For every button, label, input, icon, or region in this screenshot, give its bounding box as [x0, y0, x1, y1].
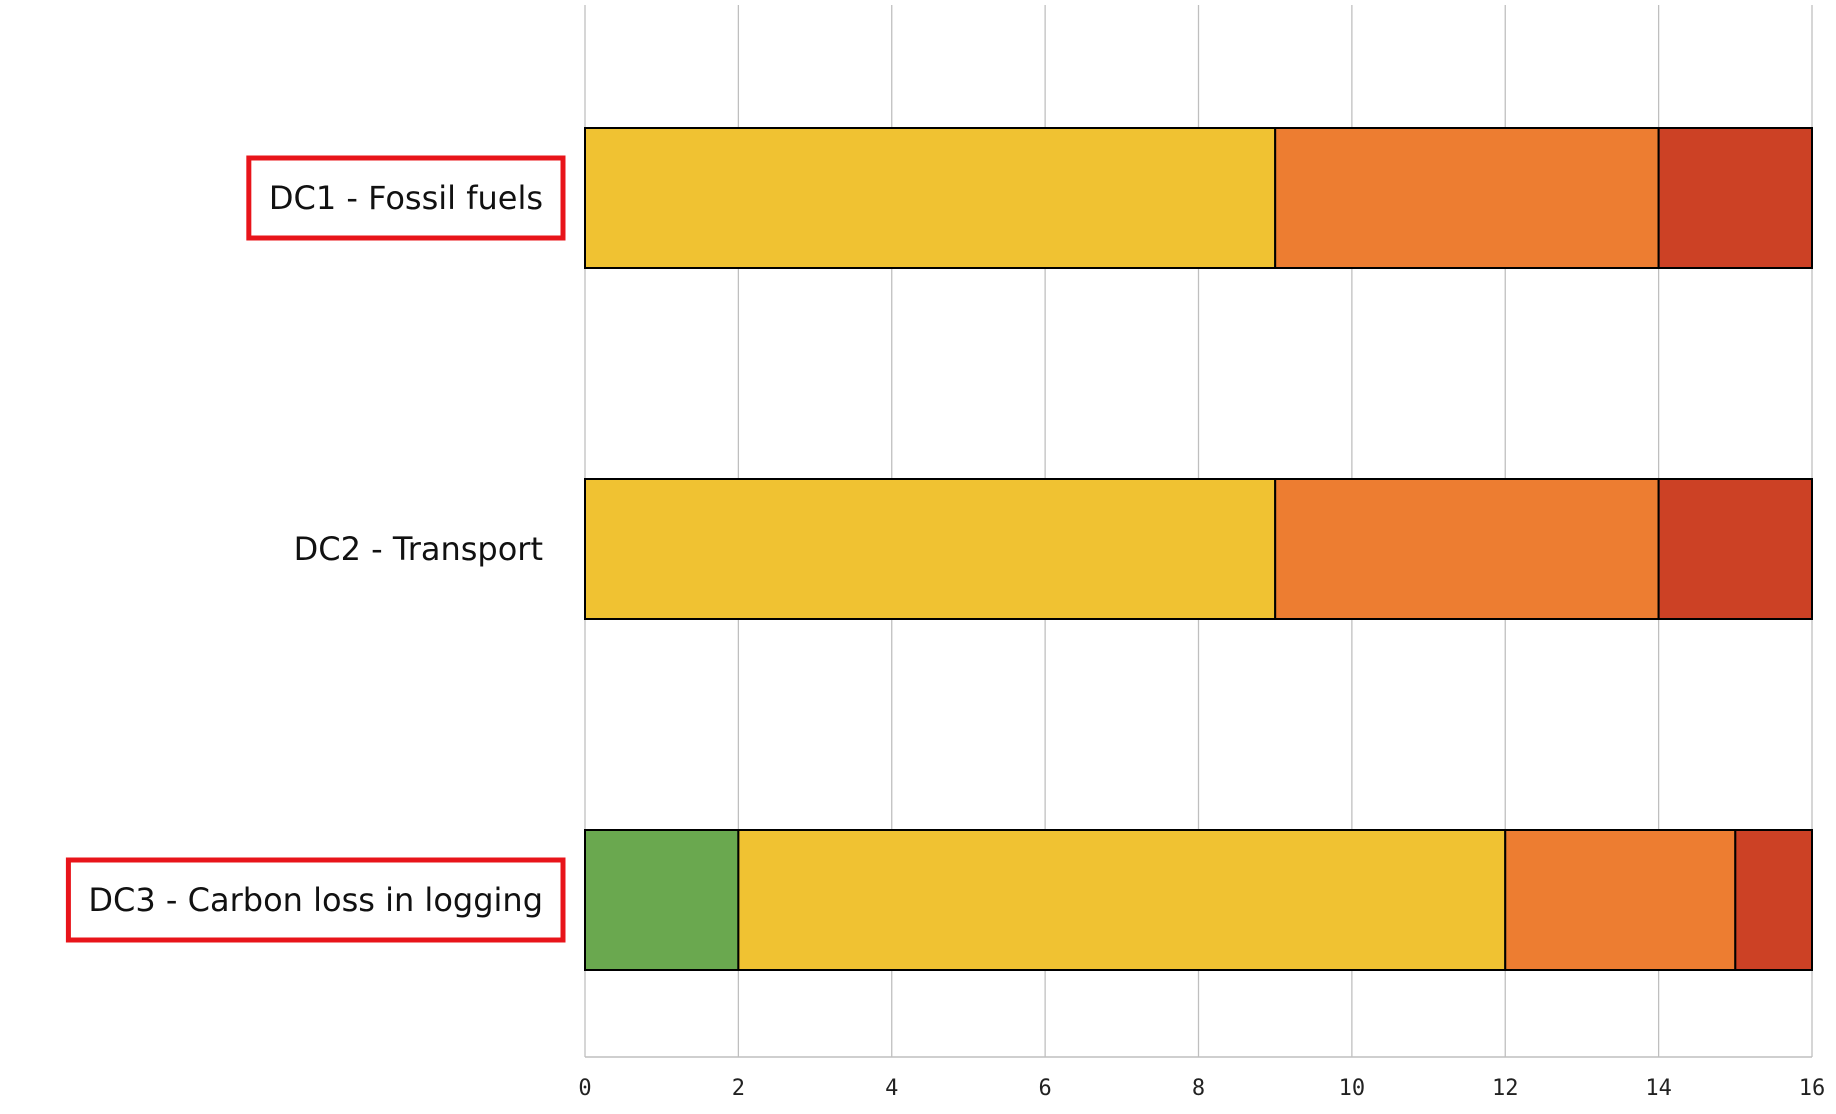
category-label-1: DC1 - Fossil fuels [269, 179, 543, 217]
category-label-3: DC3 - Carbon loss in logging [88, 881, 543, 919]
bar-segment-3-2 [737, 829, 1507, 971]
x-tick-label-16: 16 [1799, 1076, 1826, 1101]
bar-segment-2-4 [1657, 478, 1813, 620]
bar-segment-1-4 [1657, 127, 1813, 269]
highlight-box-1 [246, 155, 566, 241]
x-tick-label-4: 4 [885, 1076, 898, 1101]
category-label-2: DC2 - Transport [294, 530, 543, 568]
x-tick-labels-layer: 0 2 4 6 8 10 12 14 16 [578, 1076, 1825, 1101]
x-tick-label-10: 10 [1339, 1076, 1366, 1101]
x-tick-label-14: 14 [1645, 1076, 1672, 1101]
bar-segment-3-1 [584, 829, 740, 971]
bar-segment-1-2 [584, 127, 1277, 269]
bar-segment-2-3 [1274, 478, 1660, 620]
highlight-box-3 [65, 857, 566, 943]
bar-segment-2-2 [584, 478, 1277, 620]
bars-layer [584, 127, 1813, 971]
x-tick-label-6: 6 [1039, 1076, 1052, 1101]
bar-segment-3-3 [1504, 829, 1737, 971]
x-tick-label-2: 2 [732, 1076, 745, 1101]
x-tick-label-0: 0 [578, 1076, 591, 1101]
bar-segment-1-3 [1274, 127, 1660, 269]
x-tick-label-12: 12 [1492, 1076, 1519, 1101]
category-labels-layer: DC1 - Fossil fuels DC2 - Transport DC3 - C… [65, 155, 566, 943]
x-tick-label-8: 8 [1192, 1076, 1205, 1101]
bar-segment-3-4 [1734, 829, 1813, 971]
